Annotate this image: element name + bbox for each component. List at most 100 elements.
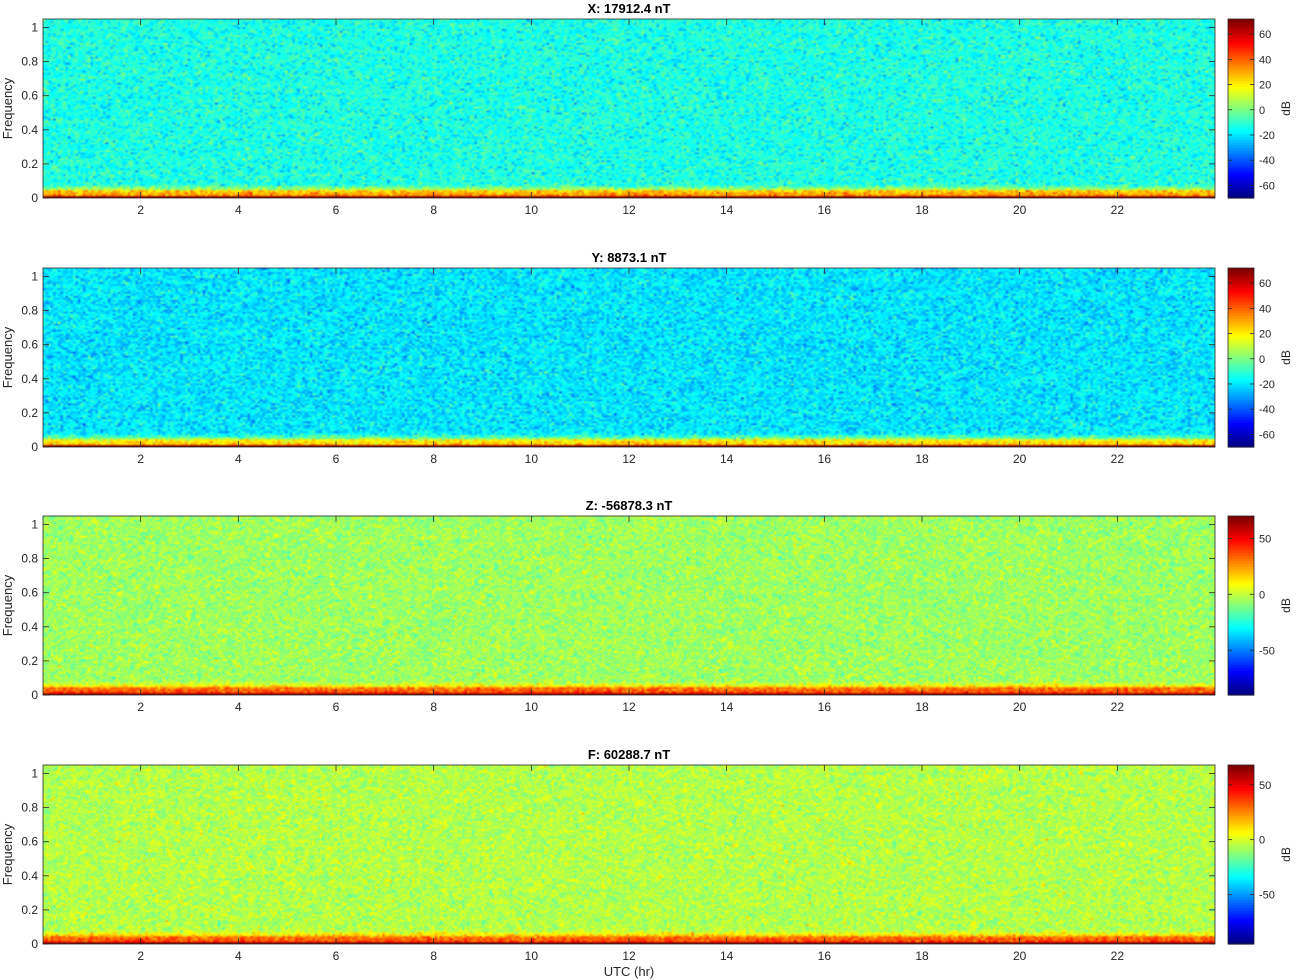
colorbar: -50 0 50 dB xyxy=(1227,515,1293,696)
spectrogram-image xyxy=(43,516,1215,695)
colorbar-label: dB xyxy=(1279,350,1293,365)
x-tick-label: 6 xyxy=(333,452,340,466)
x-tick-label: 22 xyxy=(1111,700,1125,714)
colorbar-tick-label: 0 xyxy=(1259,835,1265,847)
spectrogram-image xyxy=(43,19,1215,198)
y-tick-label: 1 xyxy=(31,21,38,35)
x-tick-label: 16 xyxy=(818,452,832,466)
y-tick-label: 0 xyxy=(31,191,38,205)
x-tick-label: 4 xyxy=(235,700,242,714)
colorbar-tick-label: -50 xyxy=(1259,645,1275,657)
y-axis-label: Frequency xyxy=(0,574,15,636)
colorbar-tick-label: 60 xyxy=(1259,278,1271,290)
colorbar-tick-label: -20 xyxy=(1259,379,1275,391)
x-tick-label: 16 xyxy=(818,203,832,217)
x-tick-label: 22 xyxy=(1111,949,1125,963)
y-tick-label: 0.6 xyxy=(21,586,38,600)
x-tick-label: 20 xyxy=(1013,949,1027,963)
y-axis-label: Frequency xyxy=(0,77,15,139)
panel-title: Z: -56878.3 nT xyxy=(586,498,673,513)
x-tick-label: 22 xyxy=(1111,452,1125,466)
x-tick-label: 18 xyxy=(915,452,929,466)
colorbar-tick-label: 20 xyxy=(1259,329,1271,341)
colorbar: -60 -40 -20 0 20 40 60 dB xyxy=(1227,267,1293,448)
colorbar-tick-label: 50 xyxy=(1259,533,1271,545)
x-tick-label: 12 xyxy=(622,949,636,963)
x-tick-label: 16 xyxy=(818,949,832,963)
x-tick-label: 4 xyxy=(235,949,242,963)
x-tick-label: 10 xyxy=(525,203,539,217)
y-tick-label: 0 xyxy=(31,937,38,951)
x-tick-label: 12 xyxy=(622,452,636,466)
x-tick-label: 16 xyxy=(818,700,832,714)
x-tick-label: 8 xyxy=(430,203,437,217)
x-tick-label: 4 xyxy=(235,203,242,217)
y-tick-label: 0.2 xyxy=(21,406,38,420)
colorbar: -50 0 50 dB xyxy=(1227,764,1293,945)
colorbar-tick-label: -50 xyxy=(1259,890,1275,902)
colorbar-tick-label: 20 xyxy=(1259,80,1271,92)
colorbar-tick-label: 0 xyxy=(1259,589,1265,601)
colorbar-label: dB xyxy=(1279,101,1293,116)
panel-title: X: 17912.4 nT xyxy=(587,1,670,16)
y-tick-label: 0.4 xyxy=(21,869,38,883)
y-tick-label: 0.8 xyxy=(21,801,38,815)
panel-2: 2 4 6 8 10 12 14 16 18 20 22 0 0.2 0.4 0.6 0.8 1 Z: -5687… xyxy=(0,498,1293,714)
x-tick-label: 22 xyxy=(1111,203,1125,217)
x-tick-label: 20 xyxy=(1013,452,1027,466)
y-tick-label: 0.8 xyxy=(21,55,38,69)
colorbar: -60 -40 -20 0 20 40 60 dB xyxy=(1227,18,1293,199)
x-tick-label: 14 xyxy=(720,949,734,963)
x-tick-label: 4 xyxy=(235,452,242,466)
spectrogram-image xyxy=(43,268,1215,447)
y-tick-label: 0.4 xyxy=(21,372,38,386)
x-tick-label: 20 xyxy=(1013,700,1027,714)
panel-title: F: 60288.7 nT xyxy=(588,747,670,762)
colorbar-tick-label: 60 xyxy=(1259,29,1271,41)
y-tick-label: 1 xyxy=(31,767,38,781)
x-tick-label: 6 xyxy=(333,203,340,217)
colorbar-tick-label: -40 xyxy=(1259,155,1275,167)
x-tick-label: 2 xyxy=(137,203,144,217)
x-tick-label: 6 xyxy=(333,949,340,963)
x-tick-label: 14 xyxy=(720,203,734,217)
y-tick-label: 0.2 xyxy=(21,903,38,917)
y-tick-label: 0.4 xyxy=(21,620,38,634)
colorbar-tick-label: -60 xyxy=(1259,180,1275,192)
panel-3: 2 4 6 8 10 12 14 16 18 20 22 0 0.2 0.4 0.6 0.8 1 F: 60288… xyxy=(0,747,1293,979)
colorbar-tick-label: 40 xyxy=(1259,54,1271,66)
y-tick-label: 0.4 xyxy=(21,123,38,137)
x-tick-label: 8 xyxy=(430,452,437,466)
x-tick-label: 18 xyxy=(915,203,929,217)
x-tick-label: 18 xyxy=(915,949,929,963)
y-axis-label: Frequency xyxy=(0,326,15,388)
x-tick-label: 2 xyxy=(137,452,144,466)
x-tick-label: 18 xyxy=(915,700,929,714)
y-tick-label: 0.2 xyxy=(21,157,38,171)
panel-title: Y: 8873.1 nT xyxy=(592,250,667,265)
y-tick-label: 0 xyxy=(31,688,38,702)
x-tick-label: 10 xyxy=(525,452,539,466)
y-tick-label: 0.6 xyxy=(21,338,38,352)
x-tick-label: 2 xyxy=(137,700,144,714)
x-tick-label: 8 xyxy=(430,949,437,963)
y-tick-label: 0.8 xyxy=(21,552,38,566)
x-tick-label: 14 xyxy=(720,452,734,466)
x-tick-label: 8 xyxy=(430,700,437,714)
x-tick-label: 6 xyxy=(333,700,340,714)
y-tick-label: 0 xyxy=(31,440,38,454)
y-tick-label: 0.2 xyxy=(21,654,38,668)
y-tick-label: 0.8 xyxy=(21,304,38,318)
x-tick-label: 12 xyxy=(622,203,636,217)
colorbar-tick-label: 0 xyxy=(1259,354,1265,366)
colorbar-label: dB xyxy=(1279,847,1293,862)
x-tick-label: 10 xyxy=(525,700,539,714)
x-axis-label: UTC (hr) xyxy=(604,964,655,979)
x-tick-label: 12 xyxy=(622,700,636,714)
y-tick-label: 0.6 xyxy=(21,89,38,103)
colorbar-tick-label: 40 xyxy=(1259,303,1271,315)
y-tick-label: 1 xyxy=(31,518,38,532)
x-tick-label: 2 xyxy=(137,949,144,963)
colorbar-tick-label: -20 xyxy=(1259,130,1275,142)
